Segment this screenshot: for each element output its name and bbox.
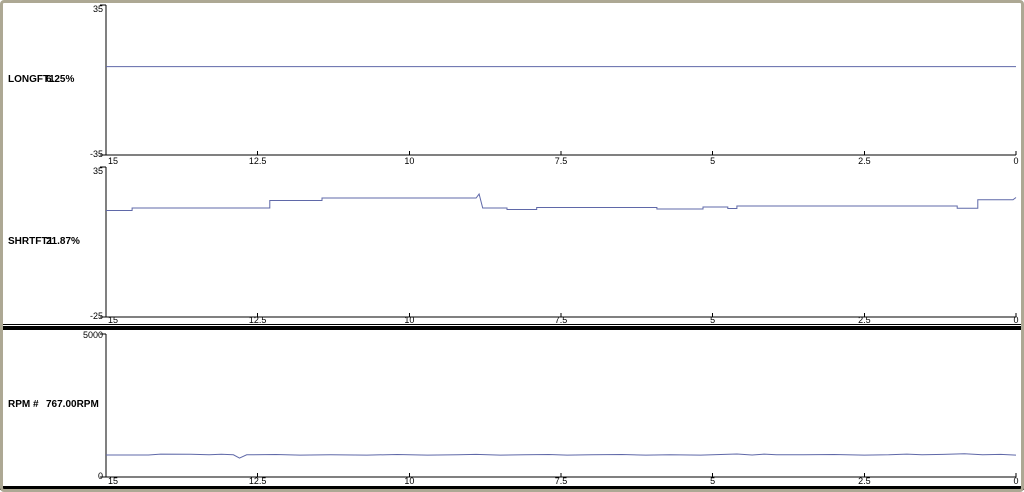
x-tick-label: 7.5 — [555, 315, 568, 325]
x-tick-label: 5 — [710, 315, 715, 325]
x-tick-label: 2.5 — [858, 476, 871, 486]
x-tick-label: 2.5 — [858, 315, 871, 325]
readout-longft1: LONGFT1 6.25% — [8, 74, 74, 85]
x-tick-label: 10 — [404, 156, 414, 166]
pid-value-rpm: 767.00RPM — [46, 399, 99, 410]
trace-rpm — [106, 453, 1017, 459]
x-tick-label: 10 — [404, 476, 414, 486]
x-tick-label: 2.5 — [858, 156, 871, 166]
x-tick-label: 0 — [1013, 476, 1018, 486]
x-tick-label: 5 — [710, 156, 715, 166]
y-max-label: 35 — [93, 4, 103, 14]
x-tick-label: 5 — [710, 476, 715, 486]
pid-name-longft1: LONGFT1 — [8, 74, 55, 85]
pid-value-longft1: 6.25% — [46, 74, 75, 85]
x-tick-label: 12.5 — [249, 156, 267, 166]
readout-rpm: RPM # 767.00RPM — [8, 399, 99, 410]
x-tick-label: 7.5 — [555, 156, 568, 166]
panel-separator-band — [0, 326, 1024, 330]
plot-shrtft1: 35 -25 15 12.5 10 7.5 5 2.5 0 — [90, 166, 1019, 325]
y-min-label: -25 — [90, 311, 103, 321]
pid-name-rpm: RPM # — [8, 399, 39, 410]
bottom-border-band — [0, 486, 1024, 490]
plot-rpm: 5000 0 15 12.5 10 7.5 5 2.5 0 — [83, 330, 1019, 486]
pid-value-shrtft1: 21.87% — [46, 236, 80, 247]
x-tick-label: 12.5 — [249, 315, 267, 325]
y-min-label: -35 — [90, 149, 103, 159]
x-tick-label: 7.5 — [555, 476, 568, 486]
y-min-label: 0 — [98, 471, 103, 481]
trace-shrtft1 — [106, 192, 1017, 211]
panel-separator-line — [0, 324, 1024, 325]
readout-shrtft1: SHRTFT1 21.87% — [8, 236, 80, 247]
x-tick-label: 15 — [108, 476, 118, 486]
x-tick-label: 10 — [404, 315, 414, 325]
y-max-label: 35 — [93, 166, 103, 176]
pid-name-shrtft1: SHRTFT1 — [8, 236, 53, 247]
y-max-label: 5000 — [83, 330, 103, 340]
x-tick-label: 15 — [108, 315, 118, 325]
x-tick-label: 12.5 — [249, 476, 267, 486]
x-tick-label: 15 — [108, 156, 118, 166]
x-tick-label: 0 — [1013, 315, 1018, 325]
x-tick-label: 0 — [1013, 156, 1018, 166]
plot-longft1: 35 -35 15 12.5 10 7.5 5 2.5 0 — [90, 4, 1019, 166]
